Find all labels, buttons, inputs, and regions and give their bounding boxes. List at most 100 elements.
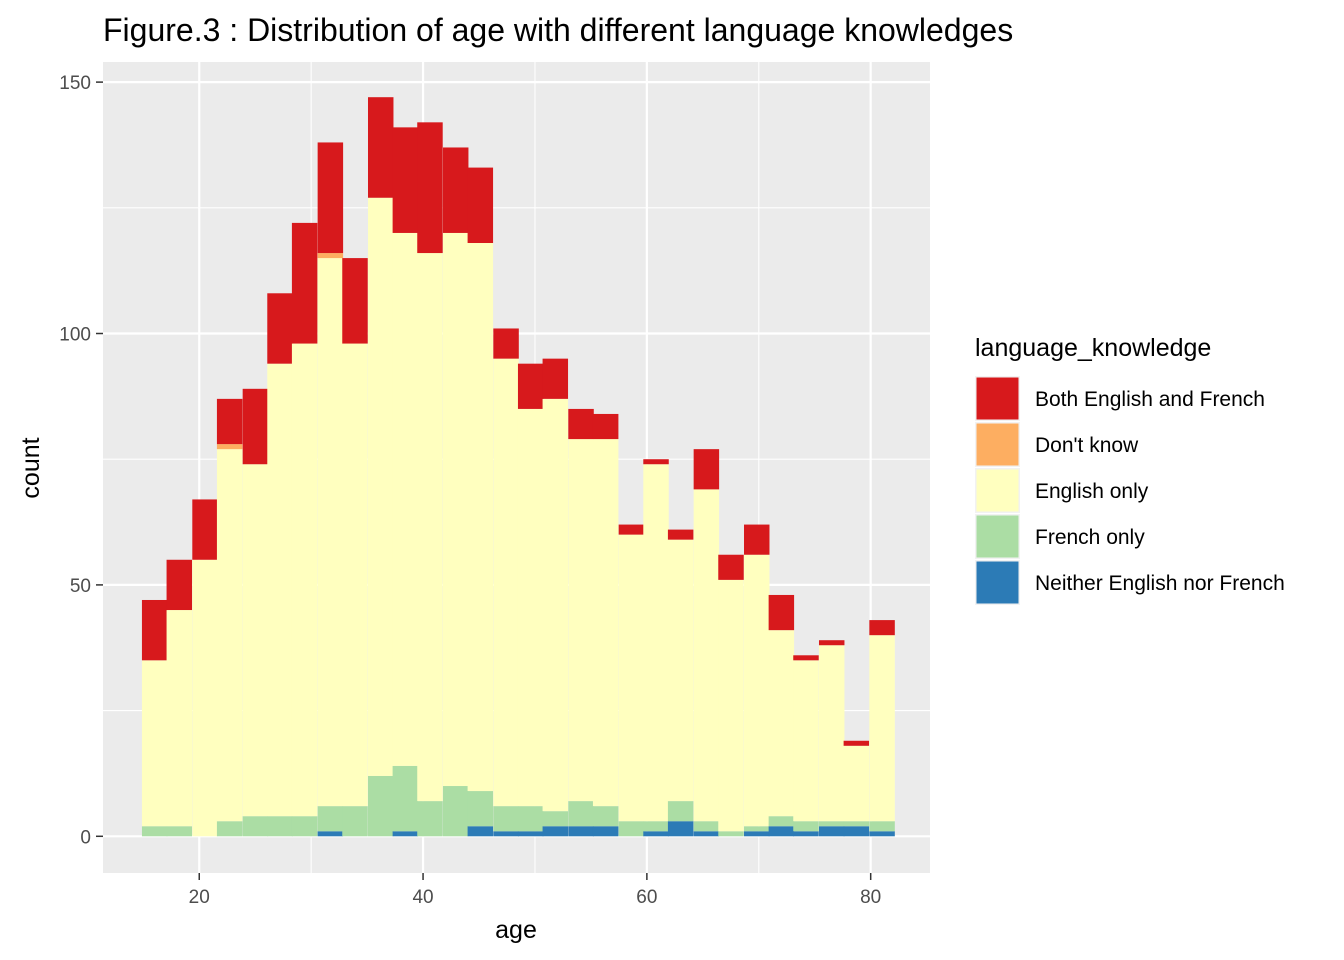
bar-segment-neither-english-nor-french <box>517 831 544 837</box>
bar-segment-neither-english-nor-french <box>744 831 770 837</box>
bar-segment-english-only <box>392 232 419 766</box>
bar-segment-neither-english-nor-french <box>467 826 494 837</box>
bar-segment-english-only <box>342 343 368 807</box>
bar-segment-french-only <box>166 826 193 837</box>
bar-segment-french-only <box>242 816 269 837</box>
bar-segment-both-english-and-french <box>367 97 394 198</box>
bar-segment-french-only <box>843 821 870 827</box>
bar-segment-english-only <box>267 363 293 817</box>
bar-segment-both-english-and-french <box>267 293 293 364</box>
bar-segment-french-only <box>291 816 318 837</box>
x-tick-label: 60 <box>636 887 657 908</box>
x-tick-label: 20 <box>189 887 210 908</box>
bar-segment-neither-english-nor-french <box>667 821 694 837</box>
bar-segment-french-only <box>818 821 845 827</box>
bar-segment-english-only <box>467 243 494 792</box>
bar-segment-english-only <box>843 745 870 822</box>
bar-segment-french-only <box>869 821 895 832</box>
bar-segment-both-english-and-french <box>542 358 569 399</box>
bar-segment-both-english-and-french <box>442 147 469 233</box>
bar-segment-both-english-and-french <box>392 127 419 233</box>
bar-segment-english-only <box>542 398 569 812</box>
bar-segment-don-t-know <box>216 444 243 450</box>
bar-segment-english-only <box>166 610 193 827</box>
histogram-bars <box>141 97 895 837</box>
bar-segment-neither-english-nor-french <box>768 826 795 837</box>
y-axis-title: count <box>17 437 45 498</box>
bar-segment-both-english-and-french <box>618 524 645 535</box>
bar-segment-french-only <box>643 821 669 832</box>
bar-segment-french-only <box>592 806 619 827</box>
bar-segment-french-only <box>667 801 694 822</box>
bar-segment-english-only <box>693 489 720 822</box>
bar-segment-both-english-and-french <box>768 594 795 631</box>
bar-segment-english-only <box>592 439 619 807</box>
y-tick-label: 150 <box>59 73 91 94</box>
bar-segment-both-english-and-french <box>216 398 243 445</box>
bar-segment-english-only <box>493 358 519 807</box>
legend-swatch <box>976 515 1019 558</box>
bar-segment-both-english-and-french <box>517 363 544 409</box>
bar-segment-both-english-and-french <box>166 559 193 611</box>
bar-segment-both-english-and-french <box>793 655 819 661</box>
bar-segment-neither-english-nor-french <box>869 831 895 837</box>
bar-segment-english-only <box>667 539 694 802</box>
bar-segment-both-english-and-french <box>843 740 870 746</box>
bar-segment-both-english-and-french <box>467 167 494 244</box>
bar-segment-neither-english-nor-french <box>493 831 519 837</box>
bar-segment-english-only <box>818 645 845 822</box>
legend-title: language_knowledge <box>975 334 1211 362</box>
legend-label: English only <box>1035 480 1149 503</box>
bar-segment-french-only <box>517 806 544 832</box>
bar-segment-french-only <box>141 826 168 837</box>
bar-segment-french-only <box>392 765 419 832</box>
bar-segment-both-english-and-french <box>744 524 770 555</box>
bar-segment-neither-english-nor-french <box>568 826 594 837</box>
bar-segment-neither-english-nor-french <box>542 826 569 837</box>
bar-segment-both-english-and-french <box>417 122 443 254</box>
bar-segment-neither-english-nor-french <box>643 831 669 837</box>
bar-segment-english-only <box>216 449 243 822</box>
bar-segment-french-only <box>693 821 720 832</box>
y-tick-label: 0 <box>80 827 91 848</box>
bar-segment-english-only <box>517 408 544 807</box>
bar-segment-french-only <box>493 806 519 832</box>
bar-segment-english-only <box>417 253 443 802</box>
bar-segment-neither-english-nor-french <box>392 831 419 837</box>
bar-segment-french-only <box>768 816 795 827</box>
x-tick-label: 40 <box>412 887 433 908</box>
bar-segment-french-only <box>542 811 569 827</box>
bar-segment-english-only <box>317 258 344 807</box>
legend-label: Neither English nor French <box>1035 572 1285 595</box>
bar-segment-both-english-and-french <box>317 142 344 254</box>
bar-segment-french-only <box>442 786 469 837</box>
bar-segment-don-t-know <box>317 253 344 259</box>
bar-segment-english-only <box>768 630 795 817</box>
legend-label: Don't know <box>1035 434 1139 457</box>
bar-segment-english-only <box>242 464 269 817</box>
bar-segment-english-only <box>442 232 469 787</box>
y-axis: 0 50 100 150 <box>59 73 103 848</box>
legend: language_knowledge Both English and Fren… <box>975 334 1285 605</box>
bar-segment-french-only <box>317 806 344 832</box>
x-tick-label: 80 <box>860 887 881 908</box>
bar-segment-french-only <box>744 826 770 832</box>
bar-segment-french-only <box>793 821 819 832</box>
bar-segment-french-only <box>568 801 594 827</box>
bar-segment-french-only <box>618 821 645 837</box>
bar-segment-english-only <box>718 579 744 832</box>
bar-segment-english-only <box>367 197 394 776</box>
bar-segment-both-english-and-french <box>718 554 744 580</box>
bar-segment-both-english-and-french <box>643 459 669 465</box>
legend-swatch <box>976 469 1019 512</box>
bar-segment-both-english-and-french <box>493 328 519 359</box>
bar-segment-neither-english-nor-french <box>317 831 344 837</box>
bar-segment-both-english-and-french <box>291 222 318 344</box>
bar-segment-neither-english-nor-french <box>793 831 819 837</box>
bar-segment-french-only <box>718 831 744 837</box>
bar-segment-french-only <box>267 816 293 837</box>
bar-segment-neither-english-nor-french <box>818 826 845 837</box>
legend-label: Both English and French <box>1035 388 1265 411</box>
legend-label: French only <box>1035 526 1145 549</box>
legend-swatch <box>976 377 1019 420</box>
